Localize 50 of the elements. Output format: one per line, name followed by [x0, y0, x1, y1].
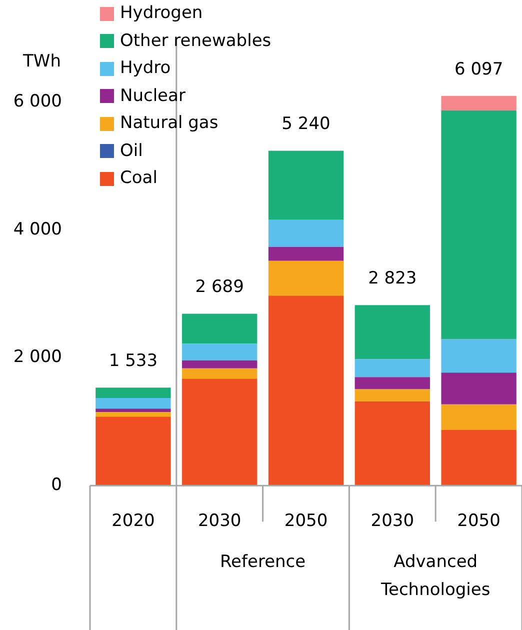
bar	[441, 430, 516, 486]
legend-label: Hydro	[120, 57, 171, 80]
bar	[96, 388, 171, 398]
bar	[441, 404, 516, 430]
bar	[182, 344, 258, 360]
total-label: 2 823	[368, 268, 417, 289]
bar	[182, 360, 258, 368]
x-tick-label: 2030	[198, 511, 242, 532]
bar	[441, 96, 516, 110]
bar	[268, 246, 344, 261]
bar	[182, 368, 258, 379]
y-tick-label: 2 000	[13, 347, 62, 368]
bar	[268, 150, 344, 220]
x-tick-label: 2050	[457, 511, 500, 532]
total-label: 6 097	[454, 59, 504, 80]
x-tick-label: 2030	[370, 511, 414, 532]
legend-label: Other renewables	[120, 30, 272, 52]
bar	[354, 389, 430, 402]
bar	[354, 377, 430, 390]
total-label: 1 533	[108, 351, 158, 372]
bar	[96, 398, 171, 409]
bar	[96, 412, 171, 417]
bar	[354, 401, 430, 486]
bar	[441, 339, 516, 373]
y-tick-label: 0	[51, 475, 62, 496]
bar	[268, 296, 344, 486]
bar	[96, 416, 171, 486]
y-tick-label: 4 000	[13, 219, 62, 240]
bar	[268, 260, 344, 296]
bar	[354, 305, 430, 360]
x-tick-label: 2020	[112, 511, 155, 532]
bar	[441, 372, 516, 404]
x-tick-label: 2050	[284, 511, 328, 532]
bar	[441, 110, 516, 340]
text: Reference	[220, 552, 306, 572]
text: Advanced Technologies	[380, 552, 490, 600]
y-axis-title: TWh	[22, 52, 61, 72]
legend-label: Coal	[120, 167, 158, 190]
total-label: 2 689	[195, 277, 244, 298]
bar	[268, 220, 344, 247]
bar	[182, 378, 258, 486]
bar	[354, 359, 430, 378]
legend-label: Hydrogen	[120, 2, 203, 25]
bar	[96, 408, 171, 412]
y-tick-label: 6 000	[13, 92, 62, 112]
bar	[182, 314, 258, 344]
legend-label: Natural gas	[120, 112, 218, 135]
total-label: 5 240	[282, 114, 330, 134]
legend-label: Nuclear	[120, 84, 186, 108]
legend-label: Oil	[120, 140, 143, 162]
